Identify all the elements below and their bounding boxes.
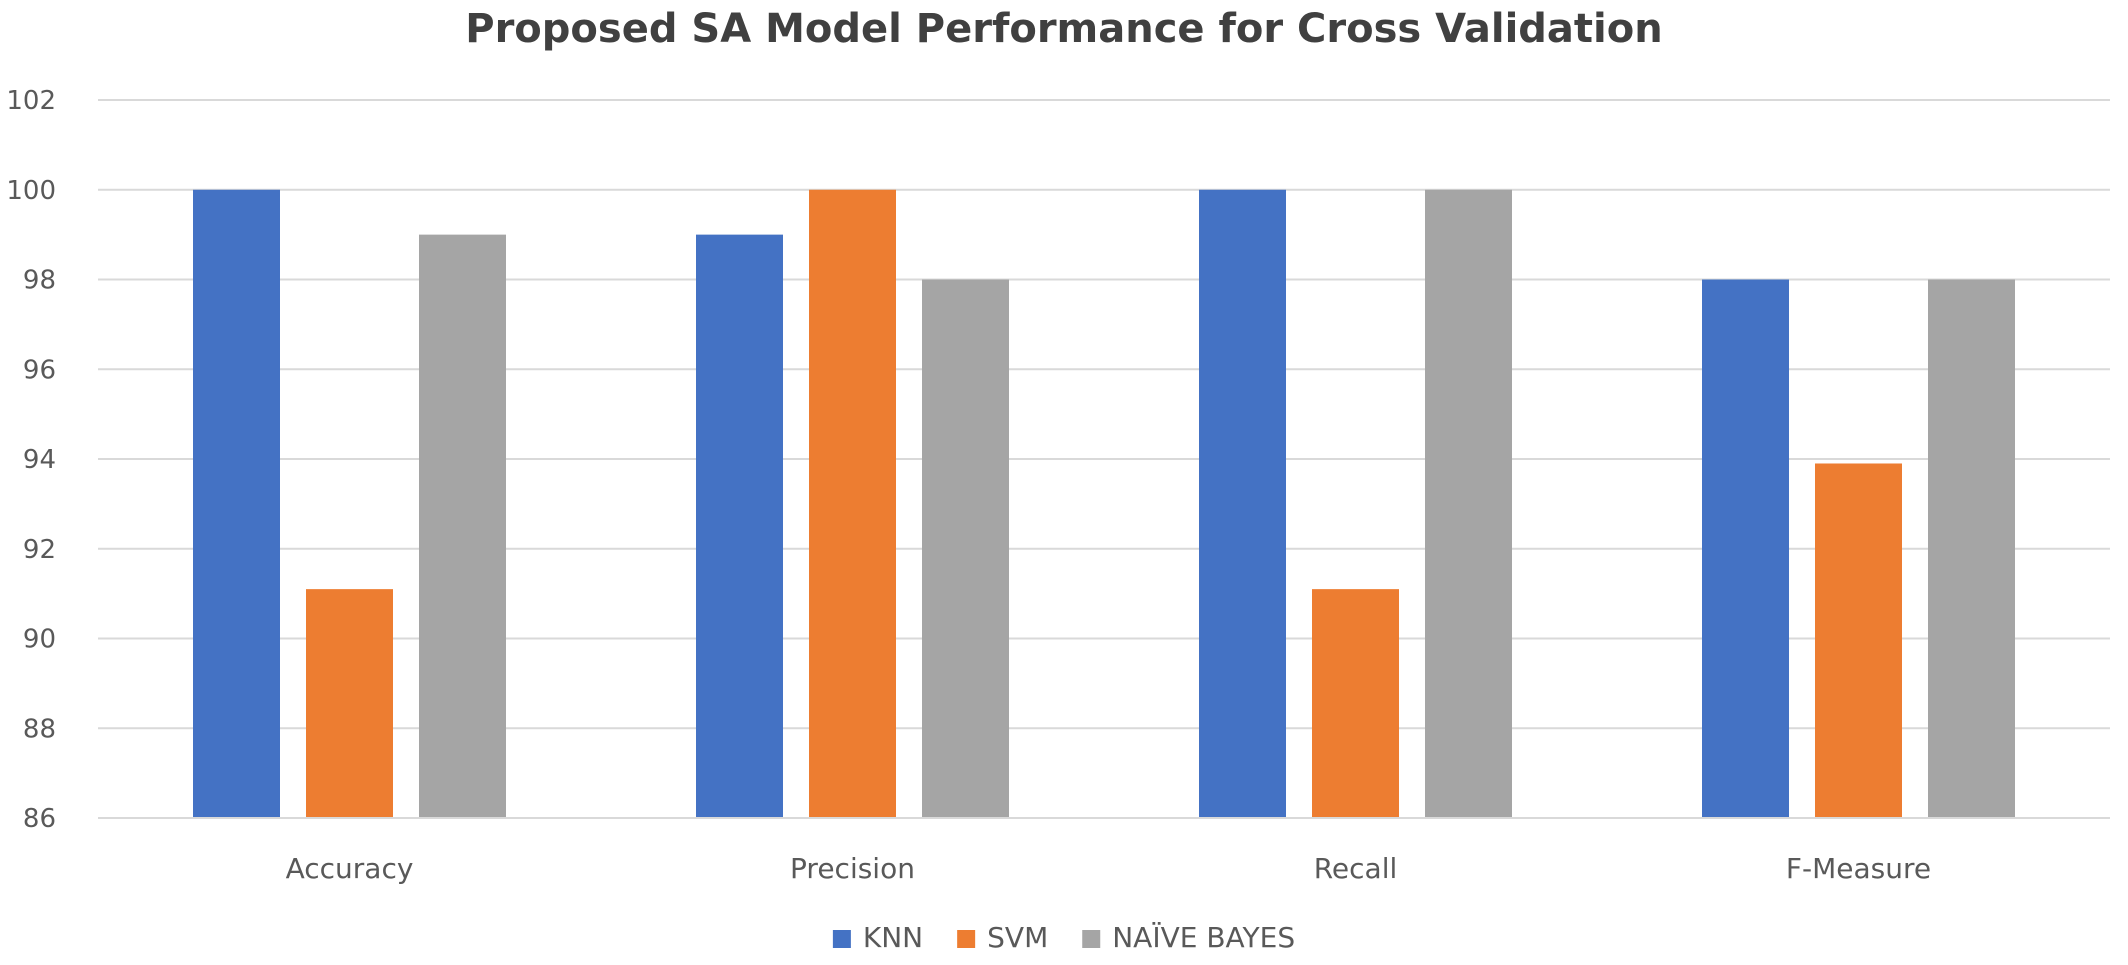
y-tick-label: 90	[23, 625, 56, 655]
legend-swatch	[957, 930, 976, 948]
bars	[193, 189, 2015, 818]
legend-label: NAÏVE BAYES	[1112, 921, 1295, 954]
x-category-label: Recall	[1314, 852, 1398, 885]
x-category-label: Accuracy	[286, 852, 414, 885]
bar-knn-recall	[1199, 189, 1286, 818]
bar-svm-accuracy	[306, 589, 393, 818]
y-tick-label: 92	[23, 535, 56, 565]
y-tick-label: 98	[23, 266, 56, 296]
y-tick-label: 100	[6, 176, 56, 206]
legend-swatch	[1082, 930, 1101, 948]
bar-knn-accuracy	[193, 189, 280, 818]
y-tick-label: 102	[6, 86, 56, 116]
x-axis-categories: Accuracy Precision Recall F-Measure	[286, 852, 1932, 885]
bar-knn-precision	[696, 234, 783, 818]
y-tick-label: 88	[23, 714, 56, 744]
y-tick-label: 86	[23, 804, 56, 834]
x-category-label: Precision	[790, 852, 915, 885]
gridlines	[98, 99, 2110, 730]
bar-na-ve-bayes-recall	[1425, 189, 1512, 818]
y-tick-label: 94	[23, 445, 56, 475]
legend-label: KNN	[863, 921, 923, 954]
bar-na-ve-bayes-accuracy	[419, 234, 506, 818]
bar-svm-f-measure	[1815, 463, 1902, 818]
legend-label: SVM	[987, 921, 1048, 954]
bar-knn-f-measure	[1702, 279, 1789, 818]
y-tick-label: 96	[23, 355, 56, 385]
bar-na-ve-bayes-f-measure	[1928, 279, 2015, 818]
bar-na-ve-bayes-precision	[922, 279, 1009, 818]
chart-title: Proposed SA Model Performance for Cross …	[465, 6, 1662, 52]
y-axis-ticks: 86 88 90 92 94 96 98 100 102	[6, 86, 56, 834]
legend: KNN SVM NAÏVE BAYES	[832, 921, 1295, 954]
bar-svm-precision	[809, 189, 896, 818]
bar-svm-recall	[1312, 589, 1399, 818]
legend-swatch	[832, 930, 851, 948]
x-category-label: F-Measure	[1786, 852, 1931, 885]
